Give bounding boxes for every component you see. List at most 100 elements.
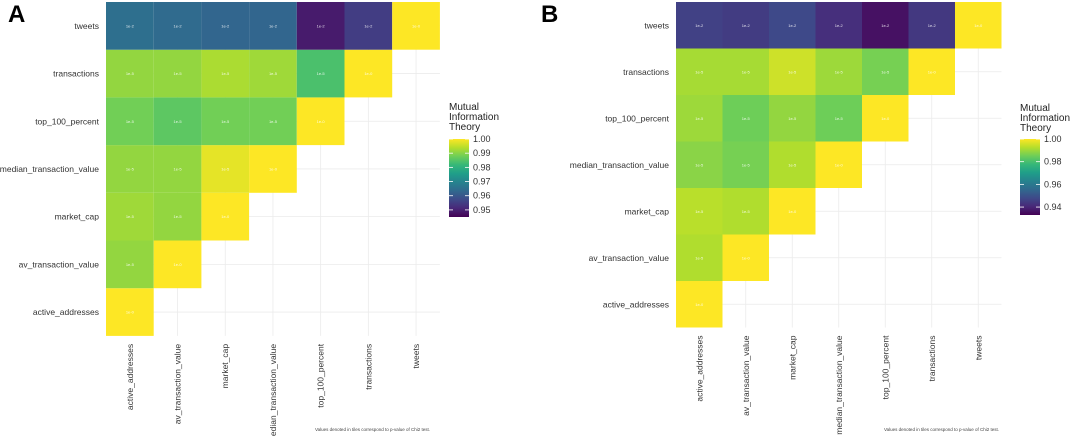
x-tick-label: top_100_percent (880, 335, 890, 399)
heatmap-tile (201, 49, 250, 98)
heatmap-tile (153, 49, 202, 98)
legend-tick-label: 0.94 (1044, 202, 1062, 212)
heatmap-tile (815, 141, 862, 188)
tile-label: 1e-2 (174, 23, 183, 28)
heatmap-tile (106, 145, 154, 193)
legend-title: Theory (449, 122, 480, 133)
tile-label: 1e-0 (835, 162, 844, 167)
heatmap-tile (344, 49, 393, 98)
heatmap-tile (153, 2, 202, 50)
heatmap-tile (769, 95, 816, 142)
heatmap-tile (908, 48, 955, 95)
heatmap-tile (296, 49, 345, 98)
y-tick-label: tweets (644, 20, 669, 30)
y-tick-label: top_100_percent (605, 113, 669, 123)
tile-label: 1e-2 (221, 23, 230, 28)
heatmap-tile (676, 95, 723, 142)
heatmap-tile (296, 97, 345, 146)
heatmap-tile (344, 2, 393, 50)
tile-label: 1e-5 (269, 119, 278, 124)
heatmap-tile (153, 192, 202, 241)
tile-label: 1e-0 (742, 255, 751, 260)
tile-label: 1e-5 (788, 116, 797, 121)
legend-tick-label: 1.00 (1044, 134, 1062, 144)
tile-label: 1e-5 (695, 116, 704, 121)
tile-label: 1e-5 (269, 71, 278, 76)
x-tick-label: av_transaction_value (741, 335, 751, 416)
x-tick-label: transactions (363, 344, 373, 390)
y-tick-label: market_cap (55, 212, 100, 222)
heatmap-tile (815, 95, 862, 142)
heatmap-tile (955, 2, 1002, 49)
heatmap-tile (153, 97, 202, 146)
heatmap-tile (106, 49, 154, 98)
tile-label: 1e-0 (174, 262, 183, 267)
tile-label: 1e-5 (695, 69, 704, 74)
y-tick-label: market_cap (625, 206, 670, 216)
tile-label: 1e-0 (221, 214, 230, 219)
legend-tick-label: 0.96 (1044, 179, 1062, 189)
heatmap-tile (769, 188, 816, 235)
x-tick-label: tweets (411, 344, 421, 369)
tile-label: 1e-5 (174, 71, 183, 76)
heatmap-tile (249, 49, 297, 98)
tile-label: 1e-5 (126, 71, 135, 76)
x-tick-label: median_transaction_value (268, 344, 278, 436)
y-tick-label: av_transaction_value (19, 259, 100, 269)
caption: Values denoted in tiles correspond to p-… (315, 427, 430, 432)
heatmap-tile (722, 95, 769, 142)
tile-label: 1e-5 (174, 214, 183, 219)
tile-label: 1e-5 (742, 209, 751, 214)
heatmap-tile (722, 141, 769, 188)
y-tick-label: median_transaction_value (570, 160, 670, 170)
heatmap-tile (201, 192, 250, 241)
tile-label: 1e-5 (695, 162, 704, 167)
legend-tick-label: 0.97 (473, 177, 491, 187)
heatmap-tile (722, 2, 769, 49)
tile-label: 1e-2 (695, 23, 704, 28)
heatmap-tile (676, 2, 723, 49)
heatmap-tile (676, 48, 723, 95)
tile-label: 1e-0 (364, 71, 373, 76)
tile-label: 1e-0 (126, 310, 135, 315)
heatmap-tile (908, 2, 955, 49)
legend-title: Mutual (449, 102, 479, 113)
x-tick-label: av_transaction_value (173, 344, 183, 425)
y-tick-label: transactions (623, 67, 669, 77)
heatmap-tile (249, 97, 297, 146)
x-tick-label: market_cap (220, 344, 230, 389)
heatmap-tile (676, 281, 723, 328)
tile-label: 1e-2 (126, 23, 135, 28)
heatmap-tile (769, 141, 816, 188)
tile-label: 1e-0 (881, 116, 890, 121)
heatmap-tile (106, 288, 154, 336)
heatmap-tile (862, 95, 909, 142)
x-tick-label: market_cap (787, 335, 797, 380)
tile-label: 1e-5 (835, 116, 844, 121)
legend-title: Information (449, 112, 499, 123)
heatmap-tile (249, 2, 297, 50)
legend-colorbar (1020, 139, 1040, 215)
legend-tick-label: 0.95 (473, 205, 491, 215)
tile-label: 1e-5 (126, 119, 135, 124)
tile-label: 1e-2 (317, 23, 326, 28)
tile-label: 1e-2 (835, 23, 844, 28)
x-tick-label: top_100_percent (316, 343, 326, 407)
heatmap-tile (106, 192, 154, 241)
tile-label: 1e-5 (126, 262, 135, 267)
x-tick-label: tweets (973, 336, 983, 361)
y-tick-label: av_transaction_value (589, 253, 670, 263)
y-tick-label: median_transaction_value (0, 164, 99, 174)
y-tick-label: active_addresses (33, 307, 99, 317)
tile-label: 1e-5 (742, 116, 751, 121)
tile-label: 1e-0 (788, 209, 797, 214)
x-tick-label: median_transaction_value (834, 335, 844, 435)
heatmap-tile (862, 2, 909, 49)
heatmap-tile (676, 234, 723, 281)
caption: Values denoted in tiles correspond to p-… (884, 427, 999, 432)
legend-colorbar (449, 139, 469, 217)
tile-label: 1e-5 (221, 119, 230, 124)
heatmap-tile (106, 240, 154, 289)
y-tick-label: transactions (53, 69, 99, 79)
